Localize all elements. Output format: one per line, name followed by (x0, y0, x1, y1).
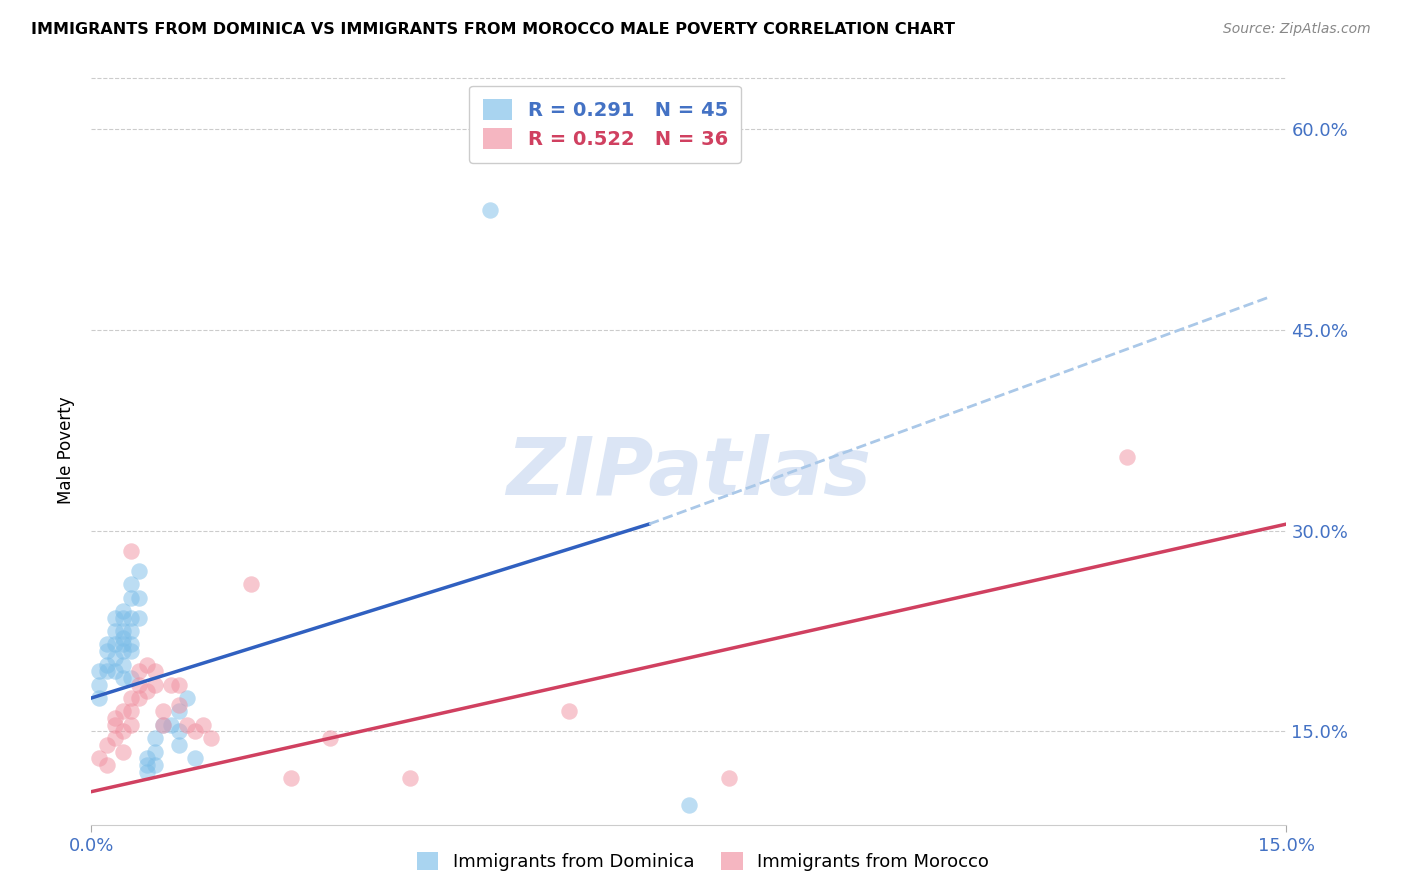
Point (96, 644, 118, 658)
Point (176, 717, 198, 731)
Point (112, 744, 135, 758)
Text: IMMIGRANTS FROM DOMINICA VS IMMIGRANTS FROM MOROCCO MALE POVERTY CORRELATION CHA: IMMIGRANTS FROM DOMINICA VS IMMIGRANTS F… (31, 22, 955, 37)
Point (167, 738, 190, 752)
Point (96, 738, 118, 752)
Point (136, 657, 159, 672)
Point (167, 724, 190, 739)
Point (120, 577, 142, 591)
Point (200, 731, 222, 746)
Point (112, 604, 135, 618)
Point (167, 698, 190, 712)
Point (104, 711, 127, 725)
Point (120, 637, 142, 651)
Legend: Immigrants from Dominica, Immigrants from Morocco: Immigrants from Dominica, Immigrants fro… (409, 846, 997, 879)
Point (678, 798, 700, 813)
Point (143, 678, 166, 692)
Point (160, 717, 183, 731)
Point (152, 717, 174, 731)
Point (120, 671, 142, 685)
Point (558, 705, 581, 719)
Point (319, 731, 342, 746)
Point (184, 724, 207, 739)
Point (136, 751, 159, 765)
Point (136, 764, 159, 779)
Point (143, 731, 166, 746)
Point (239, 577, 262, 591)
Point (717, 771, 740, 786)
Point (184, 751, 207, 765)
Point (128, 564, 150, 578)
Point (120, 717, 142, 731)
Point (152, 705, 174, 719)
Point (112, 644, 135, 658)
Point (128, 691, 150, 706)
Point (478, 202, 501, 217)
Point (136, 684, 159, 698)
Point (143, 758, 166, 772)
Point (399, 771, 422, 786)
Point (112, 631, 135, 645)
Point (112, 611, 135, 625)
Point (280, 771, 302, 786)
Point (152, 717, 174, 731)
Point (112, 637, 135, 651)
Point (128, 664, 150, 679)
Point (89, 691, 111, 706)
Point (143, 664, 166, 679)
Point (96, 637, 118, 651)
Point (191, 717, 214, 731)
Text: Source: ZipAtlas.com: Source: ZipAtlas.com (1223, 22, 1371, 37)
Point (128, 611, 150, 625)
Point (96, 657, 118, 672)
Point (112, 624, 135, 639)
Point (104, 651, 127, 665)
Point (136, 758, 159, 772)
Y-axis label: Male Poverty: Male Poverty (58, 397, 76, 504)
Point (96, 664, 118, 679)
Point (128, 678, 150, 692)
Point (104, 637, 127, 651)
Point (128, 591, 150, 605)
Point (96, 758, 118, 772)
Point (104, 717, 127, 731)
Point (120, 644, 142, 658)
Point (120, 544, 142, 558)
Point (112, 724, 135, 739)
Point (112, 671, 135, 685)
Point (89, 751, 111, 765)
Point (120, 624, 142, 639)
Point (112, 705, 135, 719)
Point (89, 678, 111, 692)
Point (167, 678, 190, 692)
Point (120, 591, 142, 605)
Point (1116, 450, 1139, 465)
Point (120, 705, 142, 719)
Point (176, 691, 198, 706)
Point (104, 624, 127, 639)
Point (112, 657, 135, 672)
Legend: R = 0.291   N = 45, R = 0.522   N = 36: R = 0.291 N = 45, R = 0.522 N = 36 (470, 86, 741, 163)
Point (104, 611, 127, 625)
Text: ZIPatlas: ZIPatlas (506, 434, 872, 512)
Point (143, 744, 166, 758)
Point (160, 678, 183, 692)
Point (89, 664, 111, 679)
Point (104, 664, 127, 679)
Point (120, 611, 142, 625)
Point (104, 731, 127, 746)
Point (120, 691, 142, 706)
Point (167, 705, 190, 719)
